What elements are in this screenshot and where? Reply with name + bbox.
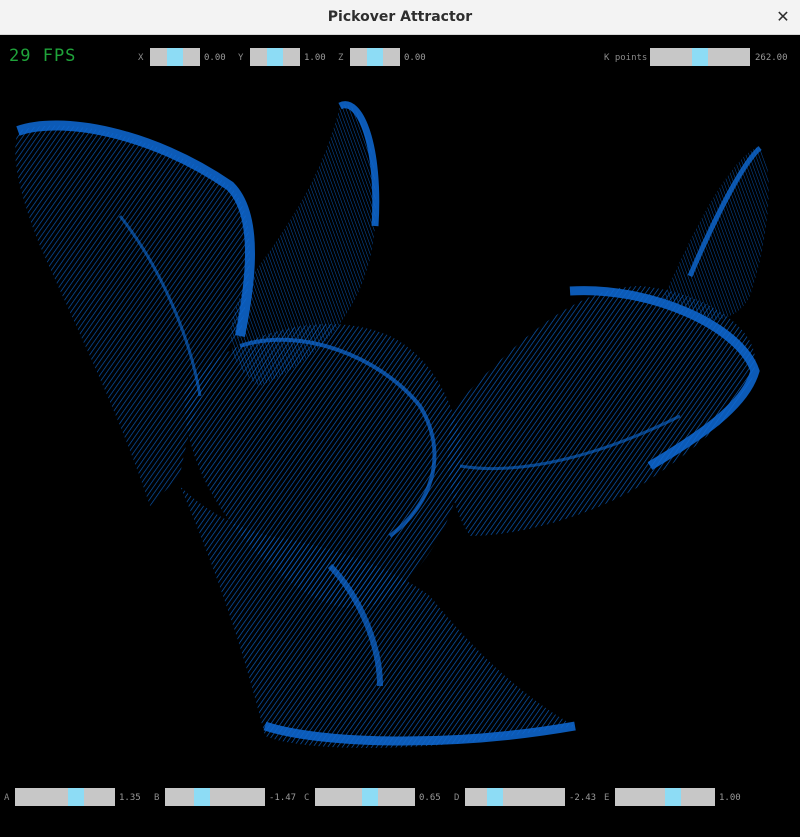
e-slider[interactable] xyxy=(615,788,715,806)
z-slider-label: Z xyxy=(338,53,344,63)
d-slider-label: D xyxy=(454,793,460,803)
c-slider-label: C xyxy=(304,793,310,803)
attractor-plot xyxy=(15,101,769,748)
title-bar: Pickover Attractor ✕ xyxy=(0,0,800,35)
c-slider-handle[interactable] xyxy=(362,788,378,806)
a-slider-handle[interactable] xyxy=(68,788,84,806)
attractor-shape xyxy=(15,101,769,748)
a-slider[interactable] xyxy=(15,788,115,806)
d-slider-handle[interactable] xyxy=(487,788,503,806)
a-slider-value: 1.35 xyxy=(119,793,141,803)
y-slider[interactable] xyxy=(250,48,300,66)
c-slider-value: 0.65 xyxy=(419,793,441,803)
points-slider[interactable] xyxy=(650,48,750,66)
close-icon[interactable]: ✕ xyxy=(776,7,790,26)
points-slider-value: 262.00 xyxy=(755,53,788,63)
b-slider-value: -1.47 xyxy=(269,793,297,803)
d-slider[interactable] xyxy=(465,788,565,806)
b-slider-label: B xyxy=(154,793,160,803)
y-slider-label: Y xyxy=(238,53,244,63)
c-slider[interactable] xyxy=(315,788,415,806)
e-slider-value: 1.00 xyxy=(719,793,741,803)
b-slider[interactable] xyxy=(165,788,265,806)
points-slider-handle[interactable] xyxy=(692,48,708,66)
a-slider-label: A xyxy=(4,793,10,803)
d-slider-value: -2.43 xyxy=(569,793,597,803)
x-slider[interactable] xyxy=(150,48,200,66)
x-slider-value: 0.00 xyxy=(204,53,226,63)
e-slider-label: E xyxy=(604,793,610,803)
y-slider-value: 1.00 xyxy=(304,53,326,63)
render-canvas[interactable]: 29 FPS X 0.00 Y 1.00 Z 0.00 K points 262… xyxy=(0,36,800,837)
z-slider-value: 0.00 xyxy=(404,53,426,63)
z-slider-handle[interactable] xyxy=(367,48,383,66)
window-title: Pickover Attractor xyxy=(327,9,473,25)
z-slider[interactable] xyxy=(350,48,400,66)
x-slider-handle[interactable] xyxy=(167,48,183,66)
y-slider-handle[interactable] xyxy=(267,48,283,66)
b-slider-handle[interactable] xyxy=(194,788,210,806)
fps-counter: 29 FPS xyxy=(9,46,77,66)
x-slider-label: X xyxy=(138,53,144,63)
points-slider-label: K points xyxy=(604,53,648,63)
e-slider-handle[interactable] xyxy=(665,788,681,806)
